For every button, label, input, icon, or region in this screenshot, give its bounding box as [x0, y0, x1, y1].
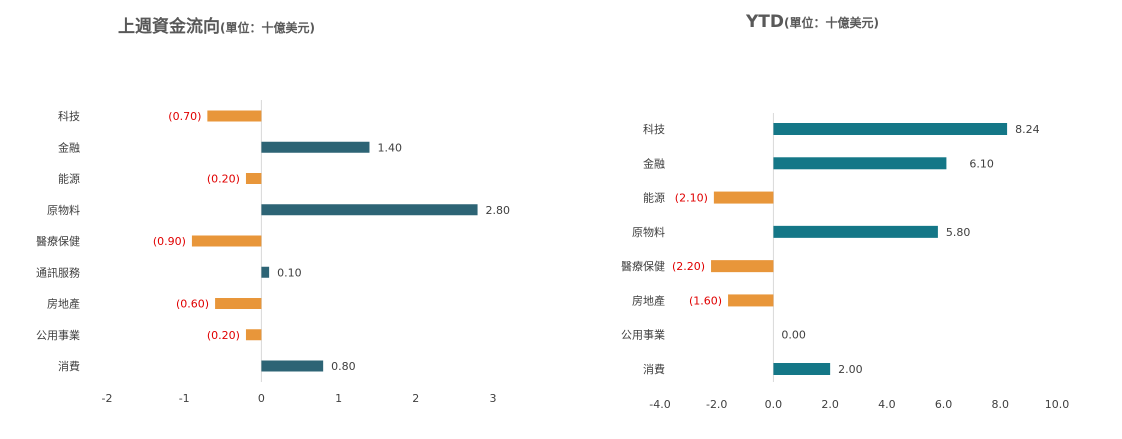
bar [191, 235, 262, 247]
category-label: 金融 [643, 156, 665, 170]
data-label: 8.24 [1015, 123, 1040, 136]
ytd-fund-flow-chart: YTD(單位：十億美元) -4.0 -2.0 0.0 2.0 4.0 6.0 8.0 10.0… [560, 0, 1122, 439]
bar [245, 173, 262, 184]
category-label: 公用事業 [621, 329, 665, 342]
x-tick-label: 4.0 [878, 398, 896, 411]
bar [773, 157, 947, 170]
bar [207, 110, 262, 122]
bar [773, 123, 1008, 135]
chart-title-main: 上週資金流向 [118, 17, 220, 37]
category-label: 房地產 [632, 293, 665, 307]
x-tick-label: 8.0 [992, 398, 1010, 411]
chart-title: 上週資金流向(單位：十億美元) [118, 12, 315, 37]
x-tick-label: -1 [179, 392, 190, 405]
category-label: 房地產 [47, 297, 80, 311]
bar [711, 260, 774, 273]
chart-title-unit: (單位：十億美元) [784, 16, 880, 30]
data-label: (0.60) [176, 298, 209, 311]
category-label: 金融 [58, 140, 80, 154]
data-label: 0.80 [331, 360, 356, 373]
data-label: (0.20) [207, 173, 240, 186]
chart-title: YTD(單位：十億美元) [746, 12, 879, 32]
data-label: 0.00 [781, 329, 806, 342]
x-tick-label: -4.0 [649, 398, 670, 411]
data-label: 5.80 [946, 226, 971, 239]
bar [773, 363, 831, 375]
category-label: 原物料 [47, 203, 80, 217]
x-tick-label: 10.0 [1045, 398, 1070, 411]
category-label: 原物料 [632, 225, 665, 239]
x-tick-label: 3 [490, 392, 497, 405]
bar [261, 204, 478, 216]
chart-title-unit: (單位：十億美元) [220, 21, 315, 35]
bar [728, 294, 774, 307]
data-label: 2.80 [486, 204, 511, 217]
data-label: (2.20) [672, 260, 705, 273]
category-label: 能源 [643, 191, 665, 205]
data-label: (0.70) [168, 110, 201, 123]
bar [261, 266, 270, 278]
data-label: 2.00 [838, 363, 863, 376]
category-label: 醫療保健 [621, 259, 665, 273]
category-label: 醫療保健 [36, 234, 80, 248]
x-tick-label: 0 [258, 392, 265, 405]
x-tick-label: 6.0 [935, 398, 953, 411]
data-label: 6.10 [969, 157, 994, 170]
chart-title-main: YTD [746, 12, 785, 32]
x-tick-label: -2 [102, 392, 113, 405]
data-label: (0.90) [153, 235, 186, 248]
bar [245, 329, 262, 341]
data-label: 1.40 [377, 141, 402, 154]
category-label: 消費 [643, 362, 665, 376]
category-label: 科技 [58, 109, 80, 123]
category-label: 通訊服務 [36, 265, 80, 279]
bar [261, 141, 370, 153]
data-label: (2.10) [675, 192, 708, 205]
ytd-fund-flow-plot: -4.0 -2.0 0.0 2.0 4.0 6.0 8.0 10.0 科技 8.24 金融 6.10 能… [621, 113, 1070, 411]
data-label: (1.60) [689, 294, 722, 307]
category-label: 能源 [58, 172, 80, 186]
bar [713, 191, 774, 204]
x-tick-label: 2 [412, 392, 419, 405]
bar [261, 360, 324, 372]
weekly-fund-flow-plot: -2 -1 0 1 2 3 科技 (0.70) 金融 1.40 能源 (0.20) 原物料 2.80 醫療保… [36, 100, 511, 405]
category-label: 公用事業 [36, 329, 80, 342]
x-tick-label: -2.0 [706, 398, 727, 411]
x-tick-label: 0.0 [765, 398, 783, 411]
category-label: 科技 [643, 122, 665, 136]
weekly-fund-flow-chart: 上週資金流向(單位：十億美元) -2 -1 0 1 2 3 科技 (0.70) 金融 1.40 能源… [0, 0, 560, 439]
bar [215, 298, 262, 309]
category-label: 消費 [58, 359, 80, 373]
data-label: 0.10 [277, 266, 302, 279]
x-tick-label: 1 [335, 392, 342, 405]
data-label: (0.20) [207, 329, 240, 342]
x-tick-label: 2.0 [821, 398, 839, 411]
bar [773, 225, 938, 238]
